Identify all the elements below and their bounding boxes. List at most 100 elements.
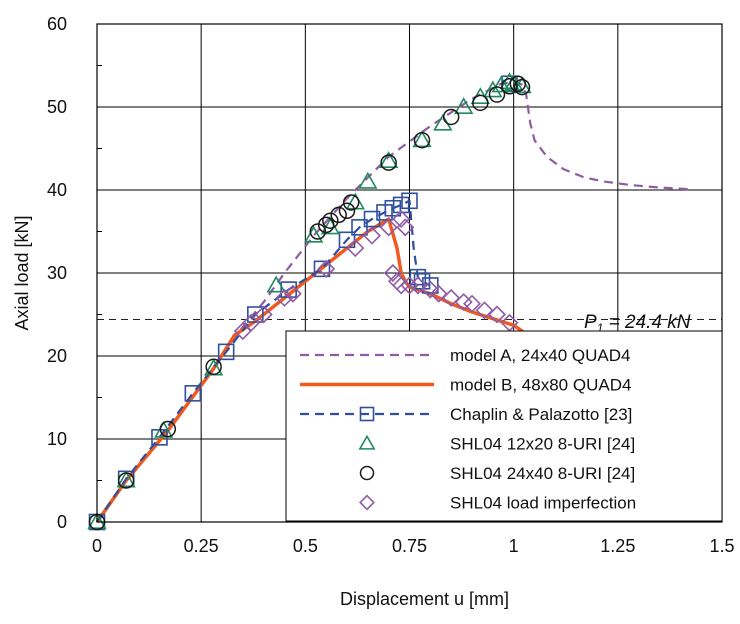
- data-point: [342, 194, 360, 211]
- data-point: [283, 284, 302, 303]
- data-point: [475, 301, 494, 320]
- y-tick-label: 10: [47, 429, 67, 449]
- series-0: [96, 80, 689, 523]
- data-point: [116, 470, 136, 488]
- data-point: [304, 225, 324, 243]
- data-point: [254, 305, 273, 324]
- data-point: [462, 294, 482, 313]
- data-point: [392, 210, 411, 229]
- data-point: [409, 268, 427, 286]
- y-tick-label: 50: [47, 97, 67, 117]
- data-point: [362, 226, 382, 245]
- data-point: [442, 288, 461, 307]
- data-point: [117, 472, 135, 489]
- data-point: [338, 231, 356, 249]
- data-point: [322, 212, 339, 229]
- data-point: [408, 276, 427, 295]
- data-point: [380, 154, 397, 171]
- data-point: [159, 420, 177, 438]
- y-tick-label: 60: [47, 14, 67, 34]
- data-point: [501, 78, 518, 95]
- data-point: [338, 202, 356, 219]
- data-point: [396, 218, 415, 237]
- data-point: [509, 75, 527, 93]
- series-layer: [87, 72, 689, 531]
- data-point: [313, 260, 331, 278]
- legend-label: SHL04 load imperfection: [450, 494, 636, 513]
- legend-marker: [358, 434, 376, 450]
- x-tick-label: 0.75: [392, 536, 427, 556]
- y-axis-title: Axial load [kN]: [12, 215, 32, 330]
- y-tick-label: 30: [47, 263, 67, 283]
- x-tick-label: 1: [509, 536, 519, 556]
- data-point: [488, 86, 506, 103]
- data-point: [330, 206, 347, 224]
- legend-marker: [359, 406, 375, 422]
- legend-label: Chaplin & Palazotto [23]: [450, 405, 632, 424]
- data-point: [266, 275, 286, 293]
- data-point: [413, 131, 431, 149]
- data-point: [487, 305, 507, 324]
- data-point: [309, 223, 327, 240]
- x-tick-label: 1.25: [600, 536, 635, 556]
- x-tick-label: 0.25: [184, 536, 219, 556]
- data-point: [491, 75, 511, 93]
- x-tick-label: 1.5: [709, 536, 734, 556]
- data-point: [392, 276, 411, 295]
- series-line: [96, 80, 689, 523]
- data-point: [242, 313, 261, 332]
- data-point: [421, 280, 440, 299]
- data-point: [384, 199, 402, 217]
- data-point: [184, 385, 202, 402]
- data-point: [513, 78, 531, 96]
- data-point: [363, 210, 381, 228]
- data-point: [379, 151, 399, 168]
- data-point: [422, 277, 439, 294]
- x-axis-title: Displacement u [mm]: [340, 589, 509, 609]
- legend: model A, 24x40 QUAD4 model B, 48x80 QUAD4…: [285, 330, 723, 522]
- plot-frame: [96, 23, 723, 523]
- data-point: [379, 218, 398, 237]
- data-point: [275, 288, 294, 307]
- data-point: [317, 259, 336, 278]
- data-point: [483, 80, 503, 98]
- legend-label: model A, 24x40 QUAD4: [450, 346, 630, 365]
- x-tick-label: 0.5: [293, 536, 318, 556]
- data-point: [205, 358, 222, 376]
- legend-label: SHL04 24x40 8-URI [24]: [450, 464, 635, 483]
- legend-marker: [359, 494, 375, 511]
- data-point: [247, 306, 264, 323]
- axis-layer: 0 0.25 0.5 0.75 1 1.25 1.5 0 10 20 30 40 50 60 Displac…: [12, 14, 735, 609]
- data-point: [429, 284, 448, 303]
- data-point: [472, 94, 489, 112]
- data-point: [401, 192, 418, 210]
- legend-label: SHL04 12x20 8-URI [24]: [450, 435, 635, 454]
- legend-box: [285, 330, 723, 522]
- reference-line-label: P1 = 24.4 kN: [584, 312, 691, 335]
- data-point: [317, 216, 335, 234]
- series-4: [88, 75, 531, 531]
- data-point: [217, 343, 235, 361]
- reference-line-layer: P1 = 24.4 kN: [97, 312, 722, 335]
- x-tick-label: 0: [92, 536, 102, 556]
- legend-label: model B, 48x80 QUAD4: [450, 376, 631, 395]
- data-point: [392, 196, 410, 214]
- y-tick-label: 20: [47, 346, 67, 366]
- data-point: [499, 72, 520, 90]
- series-line: [96, 199, 431, 523]
- data-point: [454, 97, 474, 114]
- data-point: [376, 204, 393, 221]
- data-point: [383, 263, 402, 283]
- data-point: [442, 108, 460, 126]
- legend-marker: [359, 465, 375, 481]
- data-point: [351, 219, 368, 236]
- data-point: [154, 420, 174, 438]
- y-tick-label: 40: [47, 180, 67, 200]
- data-point: [512, 76, 532, 94]
- series-5: [233, 210, 519, 341]
- data-point: [358, 171, 378, 189]
- y-tick-label: 0: [57, 512, 67, 532]
- data-point: [412, 130, 432, 148]
